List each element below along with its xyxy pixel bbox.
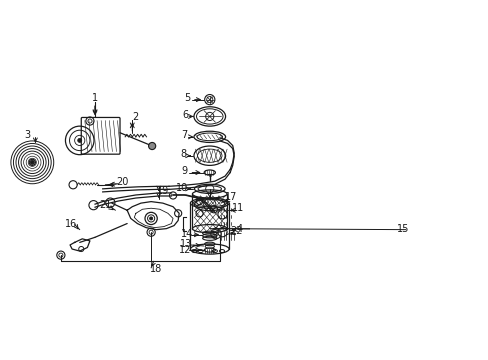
Text: 22: 22 xyxy=(229,226,242,236)
Text: 15: 15 xyxy=(397,224,409,234)
Text: 2: 2 xyxy=(132,112,139,122)
Circle shape xyxy=(31,161,34,164)
Text: 11: 11 xyxy=(231,203,244,213)
Text: 19: 19 xyxy=(157,186,169,197)
Text: 1: 1 xyxy=(92,93,98,103)
Text: 4: 4 xyxy=(236,224,242,234)
Text: 13: 13 xyxy=(180,239,192,249)
Text: 14: 14 xyxy=(181,229,193,239)
Text: 10: 10 xyxy=(176,183,188,193)
Text: 6: 6 xyxy=(182,110,188,120)
Text: 18: 18 xyxy=(150,264,162,274)
Text: 12: 12 xyxy=(179,245,191,255)
Circle shape xyxy=(149,217,152,220)
Text: 8: 8 xyxy=(180,149,186,159)
Text: 7: 7 xyxy=(181,130,187,140)
Text: 16: 16 xyxy=(65,219,77,229)
Circle shape xyxy=(78,138,81,143)
Text: 9: 9 xyxy=(181,166,187,176)
Text: 3: 3 xyxy=(24,130,30,140)
Text: 17: 17 xyxy=(224,192,237,202)
Text: 21: 21 xyxy=(100,200,112,210)
Circle shape xyxy=(148,143,155,150)
Text: 5: 5 xyxy=(183,93,189,103)
Text: 20: 20 xyxy=(116,177,128,187)
